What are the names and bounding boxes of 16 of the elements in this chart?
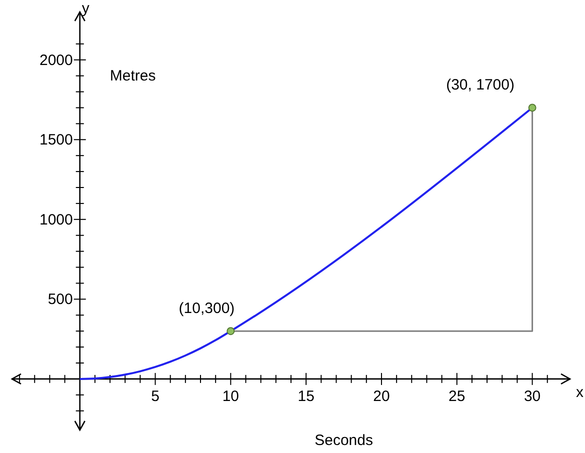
x-tick-label: 5: [151, 388, 160, 405]
text: x: [576, 384, 584, 401]
x-tick-label: 15: [298, 388, 314, 405]
annotation: (10,300): [178, 300, 235, 318]
y-tick-label: 500: [48, 291, 73, 308]
x-axis-title: Seconds: [314, 432, 373, 449]
x-tick-label: 10: [222, 388, 240, 405]
x-tick-label: 25: [448, 388, 466, 405]
x-tick-label: 30: [524, 388, 541, 405]
annotation: y: [82, 0, 90, 17]
annotation: (30, 1700): [446, 76, 514, 94]
y-tick-label: 2000: [39, 52, 73, 69]
x-tick-label: 20: [373, 388, 390, 405]
y-axis-title: Metres: [110, 68, 156, 85]
y-tick-label: 1000: [39, 211, 73, 228]
y-tick-label: 1500: [39, 132, 73, 149]
